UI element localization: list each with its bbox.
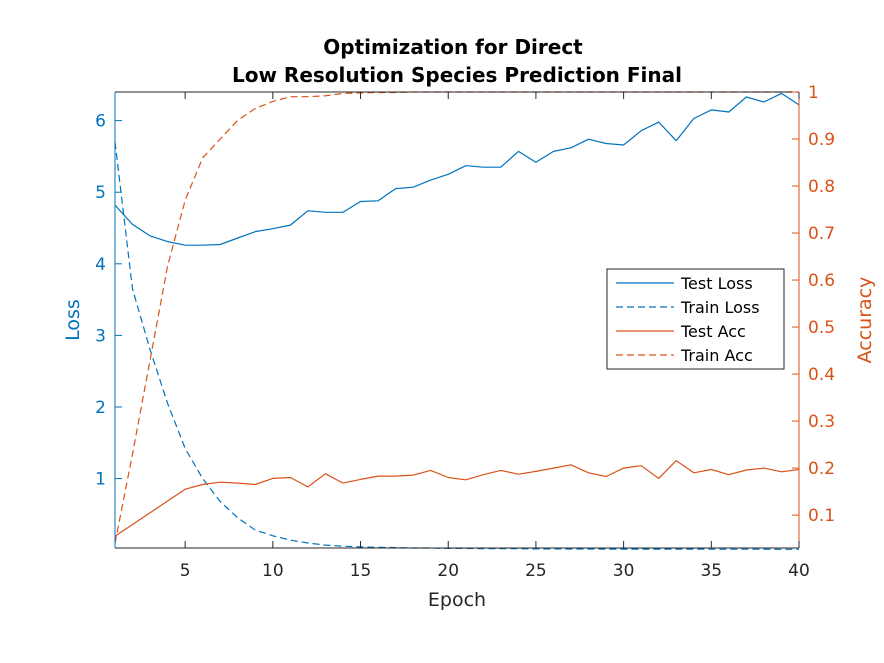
- y-tick-label-right: 0.9: [808, 130, 835, 150]
- series-line-test-loss: [114, 92, 800, 246]
- legend: Test Loss Train Loss Test Acc Train Acc: [606, 268, 785, 370]
- x-axis-label: Epoch: [428, 589, 486, 611]
- legend-box: [606, 268, 785, 370]
- x-tick-label: 25: [525, 561, 547, 581]
- y-tick-label-left: 4: [95, 255, 106, 275]
- x-tick-label: 5: [180, 561, 191, 581]
- y-tick-label-left: 1: [95, 470, 106, 490]
- y-tick-label-right: 0.5: [808, 318, 835, 338]
- y-tick-label-left: 5: [95, 183, 106, 203]
- chart-title-line-2: Low Resolution Species Prediction Final: [232, 63, 682, 87]
- y-tick-label-right: 1: [808, 83, 819, 103]
- y-axis-label-right: Accuracy: [854, 277, 876, 364]
- x-tick-label: 15: [350, 561, 372, 581]
- y-tick-label-left: 2: [95, 398, 106, 418]
- legend-label: Test Loss: [680, 274, 753, 293]
- legend-label: Train Loss: [680, 298, 760, 317]
- y-tick-label-right: 0.4: [808, 365, 835, 385]
- legend-label: Test Acc: [680, 322, 746, 341]
- axes-layer: 5 10 15 20 25 30 35 40 1 2 3 4 5 6 0.1 0.2 0.3 0.4 0.5 0.6 0…: [95, 83, 835, 581]
- x-tick-label: 30: [613, 561, 635, 581]
- y-tick-label-left: 3: [95, 326, 106, 346]
- y-tick-label-left: 6: [95, 112, 106, 132]
- y-tick-label-right: 0.2: [808, 459, 835, 479]
- series-line-test-acc: [114, 460, 800, 537]
- y-tick-label-right: 0.7: [808, 224, 835, 244]
- legend-label: Train Acc: [680, 346, 753, 365]
- x-tick-label: 20: [437, 561, 459, 581]
- y-tick-label-right: 0.8: [808, 177, 835, 197]
- y-tick-label-right: 0.6: [808, 271, 835, 291]
- x-tick-label: 40: [788, 561, 810, 581]
- y-tick-label-right: 0.3: [808, 412, 835, 432]
- x-tick-label: 35: [700, 561, 722, 581]
- y-axis-label-left: Loss: [62, 299, 84, 341]
- y-tick-label-right: 0.1: [808, 506, 835, 526]
- chart-title-line-1: Optimization for Direct: [323, 35, 583, 59]
- x-tick-label: 10: [262, 561, 284, 581]
